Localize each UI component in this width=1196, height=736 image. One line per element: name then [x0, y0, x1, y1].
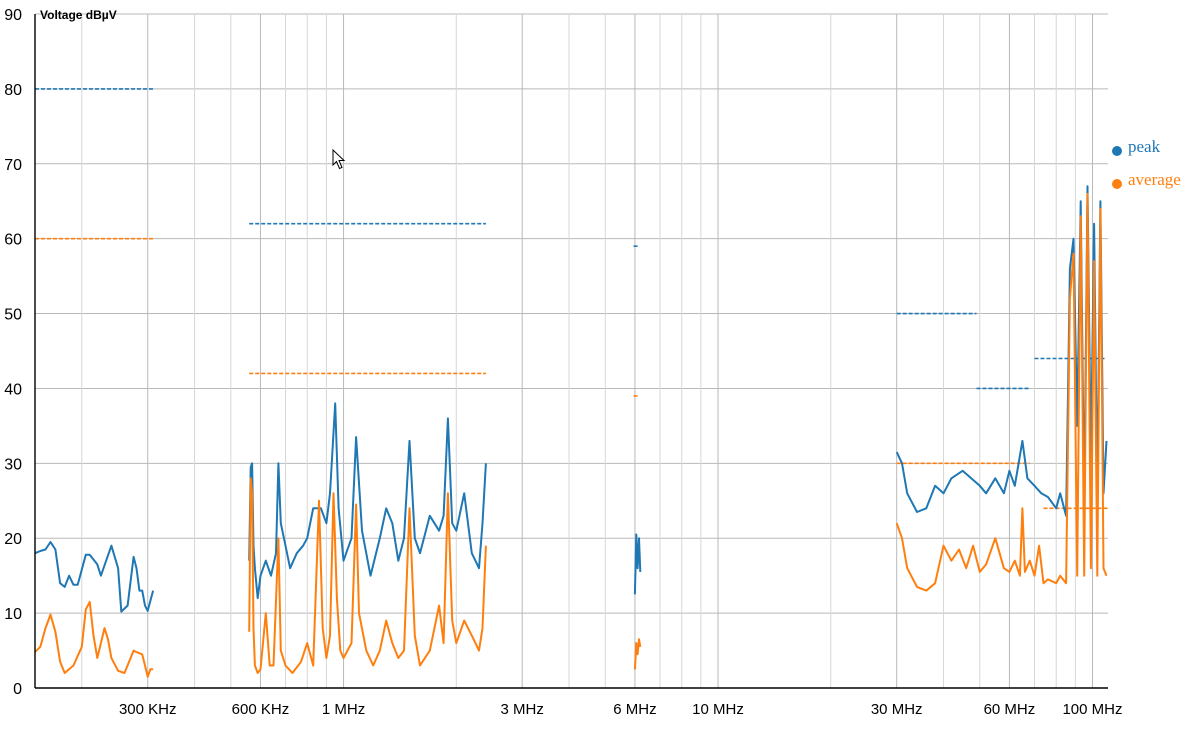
x-tick-label: 60 MHz [984, 701, 1036, 718]
y-tick-label: 80 [4, 82, 22, 99]
x-tick-label: 10 MHz [692, 701, 744, 718]
average-series-line [633, 638, 642, 670]
peak-series-line [633, 533, 642, 595]
legend-label-peak[interactable]: peak [1128, 137, 1161, 156]
legend-marker-peak[interactable] [1112, 146, 1122, 156]
legend-marker-average[interactable] [1112, 179, 1122, 189]
x-tick-label: 600 KHz [232, 701, 290, 718]
legend[interactable]: peak average [1112, 137, 1181, 189]
y-tick-label: 90 [4, 7, 22, 24]
axes [34, 14, 1108, 689]
y-tick-label: 0 [13, 681, 22, 698]
x-tick-label: 100 MHz [1062, 701, 1122, 718]
average-series-line [34, 600, 154, 678]
x-tick-label: 3 MHz [501, 701, 544, 718]
y-tick-label: 50 [4, 307, 22, 324]
y-tick-label: 60 [4, 232, 22, 249]
y-tick-label: 40 [4, 381, 22, 398]
x-tick-label: 6 MHz [613, 701, 656, 718]
y-tick-labels: 0 10 20 30 40 50 60 70 80 90 [4, 7, 22, 698]
limit-lines [35, 88, 1108, 510]
series-lines [34, 185, 1108, 678]
y-tick-label: 20 [4, 531, 22, 548]
peak-series-line [248, 402, 487, 600]
y-tick-label: 10 [4, 606, 22, 623]
mouse-pointer-icon [332, 149, 346, 170]
x-tick-label: 30 MHz [871, 701, 923, 718]
grid-lines [35, 13, 1108, 689]
x-tick-label: 1 MHz [322, 701, 365, 718]
x-tick-label: 300 KHz [119, 701, 177, 718]
peak-series-line [34, 541, 155, 613]
average-series-line [895, 192, 1108, 592]
y-tick-label: 30 [4, 456, 22, 473]
y-axis-title: Voltage dBµV [40, 8, 117, 22]
legend-label-average[interactable]: average [1128, 170, 1181, 189]
average-series-line [248, 477, 487, 674]
y-tick-label: 70 [4, 157, 22, 174]
x-tick-labels: 300 KHz 600 KHz 1 MHz 3 MHz 6 MHz 10 MHz 30 MH… [119, 701, 1123, 718]
